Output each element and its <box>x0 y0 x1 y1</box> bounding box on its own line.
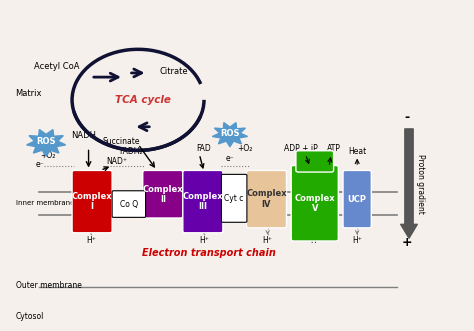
Text: Proton gradient: Proton gradient <box>416 154 425 213</box>
Text: Complex
II: Complex II <box>143 184 183 204</box>
Text: ROS: ROS <box>220 129 240 138</box>
Text: Acetyl CoA: Acetyl CoA <box>35 62 80 71</box>
Text: Complex
V: Complex V <box>294 194 335 213</box>
Polygon shape <box>27 129 65 156</box>
Text: Outer membrane: Outer membrane <box>16 281 82 290</box>
FancyBboxPatch shape <box>343 170 371 228</box>
Text: H⁺: H⁺ <box>263 236 273 245</box>
Text: Inner membrane: Inner membrane <box>16 200 74 206</box>
Text: Complex
I: Complex I <box>72 192 112 211</box>
Text: H⁺: H⁺ <box>199 236 209 245</box>
Text: Matrix: Matrix <box>16 89 42 98</box>
Text: NAD⁺: NAD⁺ <box>106 157 128 166</box>
Text: TCA cycle: TCA cycle <box>115 95 171 105</box>
Text: -: - <box>404 111 409 124</box>
Text: ROS: ROS <box>36 137 56 146</box>
Text: H⁺: H⁺ <box>86 236 96 245</box>
Text: UCP: UCP <box>347 195 367 204</box>
Text: Co Q: Co Q <box>120 200 138 209</box>
FancyBboxPatch shape <box>296 151 334 172</box>
Text: ADP + iP: ADP + iP <box>284 144 318 153</box>
Text: ATP: ATP <box>327 144 340 153</box>
Text: Complex
IV: Complex IV <box>246 189 287 209</box>
Text: H⁺: H⁺ <box>352 236 362 245</box>
Text: +: + <box>401 236 412 249</box>
Polygon shape <box>212 122 247 147</box>
FancyBboxPatch shape <box>143 170 183 218</box>
Text: +O₂: +O₂ <box>237 144 252 153</box>
FancyBboxPatch shape <box>246 170 286 228</box>
Text: Heat: Heat <box>348 147 366 156</box>
FancyBboxPatch shape <box>112 191 146 217</box>
FancyBboxPatch shape <box>291 166 338 241</box>
Text: FADH₂: FADH₂ <box>119 147 143 156</box>
Text: e⁻: e⁻ <box>36 160 45 169</box>
Text: Cyt c: Cyt c <box>225 194 244 203</box>
FancyBboxPatch shape <box>72 170 112 233</box>
Text: Cytosol: Cytosol <box>16 312 44 321</box>
Text: e⁻: e⁻ <box>225 154 234 163</box>
Text: Citrate: Citrate <box>159 67 188 75</box>
Text: Complex
III: Complex III <box>182 192 223 211</box>
Text: H⁺: H⁺ <box>310 236 319 245</box>
FancyBboxPatch shape <box>221 174 247 222</box>
Text: NADH: NADH <box>72 131 96 140</box>
FancyArrowPatch shape <box>401 129 417 238</box>
Text: +O₂: +O₂ <box>40 151 56 160</box>
FancyBboxPatch shape <box>183 170 223 233</box>
Text: Succinate: Succinate <box>103 137 140 146</box>
Text: Electron transport chain: Electron transport chain <box>142 248 276 258</box>
Text: FAD: FAD <box>197 144 211 153</box>
